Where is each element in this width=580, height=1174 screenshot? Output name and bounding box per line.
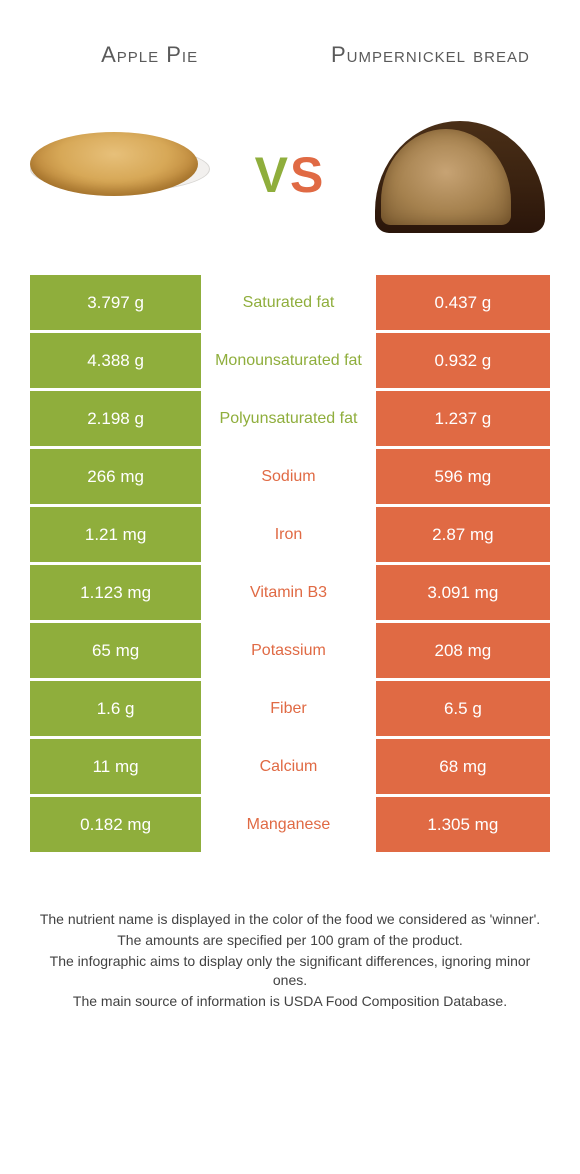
vs-row: VS bbox=[25, 110, 555, 240]
pumpernickel-bread-icon bbox=[365, 110, 555, 240]
nutrient-label: Iron bbox=[204, 507, 376, 562]
left-value: 65 mg bbox=[30, 623, 204, 678]
footnotes: The nutrient name is displayed in the co… bbox=[30, 910, 550, 1010]
right-value: 1.237 g bbox=[376, 391, 550, 446]
right-value: 596 mg bbox=[376, 449, 550, 504]
header-titles: Apple Pie Pumpernickel bread bbox=[30, 20, 550, 90]
right-value: 3.091 mg bbox=[376, 565, 550, 620]
comparison-table: 3.797 gSaturated fat0.437 g4.388 gMonoun… bbox=[30, 275, 550, 855]
nutrient-label: Fiber bbox=[204, 681, 376, 736]
right-value: 68 mg bbox=[376, 739, 550, 794]
vs-label: VS bbox=[255, 146, 326, 204]
right-value: 208 mg bbox=[376, 623, 550, 678]
right-value: 1.305 mg bbox=[376, 797, 550, 852]
nutrient-label: Polyunsaturated fat bbox=[204, 391, 376, 446]
left-value: 1.21 mg bbox=[30, 507, 204, 562]
table-row: 4.388 gMonounsaturated fat0.932 g bbox=[30, 333, 550, 391]
apple-pie-icon bbox=[25, 110, 215, 240]
table-row: 1.123 mgVitamin B33.091 mg bbox=[30, 565, 550, 623]
table-row: 11 mgCalcium68 mg bbox=[30, 739, 550, 797]
nutrient-label: Saturated fat bbox=[204, 275, 376, 330]
table-row: 2.198 gPolyunsaturated fat1.237 g bbox=[30, 391, 550, 449]
left-value: 3.797 g bbox=[30, 275, 204, 330]
nutrient-label: Potassium bbox=[204, 623, 376, 678]
footnote-line: The main source of information is USDA F… bbox=[38, 992, 542, 1011]
left-value: 1.6 g bbox=[30, 681, 204, 736]
footnote-line: The infographic aims to display only the… bbox=[38, 952, 542, 990]
right-value: 2.87 mg bbox=[376, 507, 550, 562]
left-value: 4.388 g bbox=[30, 333, 204, 388]
table-row: 0.182 mgManganese1.305 mg bbox=[30, 797, 550, 855]
left-value: 266 mg bbox=[30, 449, 204, 504]
footnote-line: The nutrient name is displayed in the co… bbox=[38, 910, 542, 929]
right-value: 0.932 g bbox=[376, 333, 550, 388]
table-row: 266 mgSodium596 mg bbox=[30, 449, 550, 507]
left-value: 0.182 mg bbox=[30, 797, 204, 852]
table-row: 65 mgPotassium208 mg bbox=[30, 623, 550, 681]
nutrient-label: Calcium bbox=[204, 739, 376, 794]
left-value: 2.198 g bbox=[30, 391, 204, 446]
nutrient-label: Monounsaturated fat bbox=[204, 333, 376, 388]
left-value: 1.123 mg bbox=[30, 565, 204, 620]
left-value: 11 mg bbox=[30, 739, 204, 794]
nutrient-label: Manganese bbox=[204, 797, 376, 852]
right-value: 0.437 g bbox=[376, 275, 550, 330]
table-row: 1.6 gFiber6.5 g bbox=[30, 681, 550, 739]
left-food-title: Apple Pie bbox=[30, 43, 269, 67]
table-row: 3.797 gSaturated fat0.437 g bbox=[30, 275, 550, 333]
table-row: 1.21 mgIron2.87 mg bbox=[30, 507, 550, 565]
nutrient-label: Sodium bbox=[204, 449, 376, 504]
nutrient-label: Vitamin B3 bbox=[204, 565, 376, 620]
right-value: 6.5 g bbox=[376, 681, 550, 736]
footnote-line: The amounts are specified per 100 gram o… bbox=[38, 931, 542, 950]
right-food-title: Pumpernickel bread bbox=[311, 43, 550, 67]
